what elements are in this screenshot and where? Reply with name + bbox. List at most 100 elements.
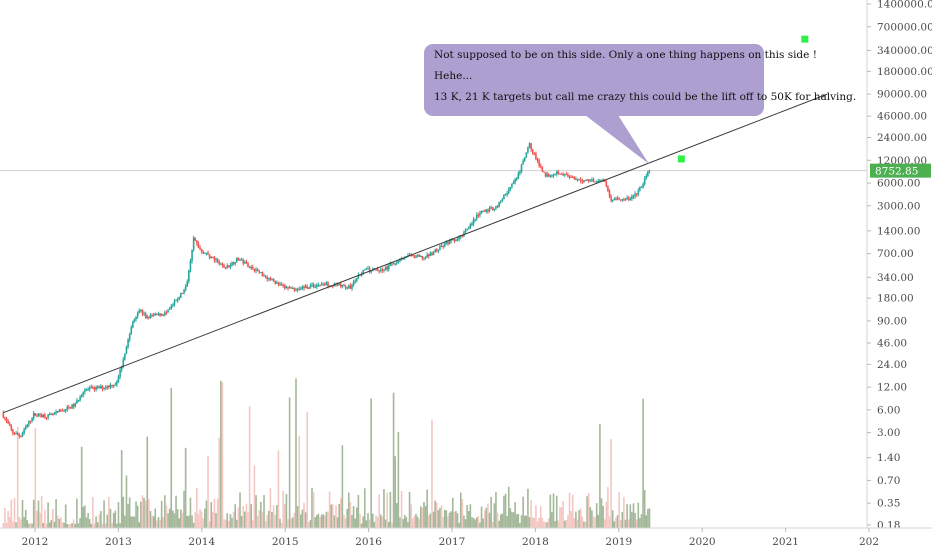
candle (506, 191, 508, 197)
candle-body (627, 197, 630, 200)
candle (114, 382, 117, 386)
candle-body (514, 179, 516, 183)
candle (215, 257, 217, 263)
candle-body (285, 286, 288, 289)
candle (419, 254, 422, 258)
candle-body (269, 277, 272, 280)
candle (319, 284, 321, 287)
candle-body (10, 425, 13, 430)
volume-bar (186, 516, 189, 528)
candle-body (29, 420, 32, 422)
volume-bar (95, 516, 97, 528)
candle (224, 266, 227, 270)
trendline-segment (3, 93, 828, 414)
volume-bar (24, 509, 27, 528)
volume-bar (461, 499, 464, 528)
candle-body (423, 257, 425, 259)
candle (514, 177, 516, 185)
candle (23, 427, 25, 435)
volume-bar (415, 513, 417, 528)
candle-body (434, 249, 436, 252)
candle-body (288, 287, 291, 289)
candle (56, 410, 59, 414)
candle-body (152, 314, 155, 316)
time-tick-label: 2016 (355, 536, 382, 548)
candle-body (264, 275, 267, 277)
candle (645, 173, 648, 180)
volume-bar (213, 498, 216, 528)
candle (619, 199, 622, 202)
candle (295, 287, 297, 292)
volume-bar (611, 510, 614, 528)
volume-bar (322, 514, 324, 528)
candle-body (394, 263, 396, 265)
volume-bar (128, 497, 131, 528)
candle (236, 257, 238, 263)
volume-bar (312, 492, 315, 528)
candle-body (196, 240, 198, 244)
volume-bar (475, 517, 478, 528)
candle (594, 181, 596, 183)
time-tick-label: 2019 (605, 536, 632, 548)
candle-body (578, 179, 580, 181)
candle (141, 309, 144, 317)
volume-bar (274, 514, 277, 528)
volume-bar (119, 523, 121, 528)
volume-bar (347, 492, 350, 528)
price-axis[interactable]: 1400000.00 700000.00 340000.00 180000.00 900… (866, 0, 932, 532)
candle-body (485, 209, 488, 212)
volume-bar (639, 518, 641, 528)
volume-bar (515, 514, 518, 528)
volume-bar (42, 523, 45, 528)
candle-body (341, 284, 344, 287)
volume-bar (314, 517, 317, 528)
candle-body (205, 252, 208, 254)
candle-body (648, 170, 651, 172)
volume-bar (519, 523, 521, 528)
volume-bar (445, 510, 448, 528)
candle (395, 261, 398, 266)
candle-body (168, 308, 171, 310)
volume-bar (618, 492, 620, 528)
volume-bar (411, 518, 414, 528)
volume-bar (130, 516, 133, 528)
price-tick-label: 46.00 (877, 337, 907, 349)
candle (138, 308, 141, 314)
candle (343, 283, 345, 287)
candle (146, 314, 149, 320)
candle-body (32, 413, 35, 419)
volume-bar (455, 511, 457, 528)
volume-bar (330, 504, 332, 528)
candle (154, 312, 157, 316)
candle-body (127, 339, 129, 347)
candle-body (236, 257, 238, 263)
candle (24, 424, 27, 431)
price-tick-label: 12.00 (877, 382, 907, 394)
candle (98, 385, 101, 389)
volume-bar (383, 489, 385, 528)
volume-bar (479, 522, 481, 528)
volume-bar (263, 495, 265, 528)
candle (397, 260, 400, 264)
volume-bar (352, 505, 355, 528)
candle (282, 283, 285, 288)
candle (621, 198, 624, 202)
price-tick-label: 340000.00 (877, 45, 932, 57)
volume-bar (640, 514, 643, 528)
volume-bar (426, 489, 428, 528)
time-axis[interactable]: 2012 2013 2014 2015 2016 2017 2018 2019 2020 2021… (0, 527, 932, 548)
volume-bar (61, 521, 64, 528)
volume-bar (239, 492, 241, 528)
candle-body (232, 262, 235, 264)
volume-bar (212, 512, 214, 528)
candle (204, 252, 206, 254)
candle-body (69, 407, 72, 409)
volume-bar (82, 506, 85, 528)
volume-bar (290, 518, 293, 528)
candle-body (220, 263, 222, 265)
candle (467, 226, 470, 230)
candle (503, 193, 505, 200)
volume-bar (395, 503, 398, 528)
candle-body (455, 239, 457, 242)
